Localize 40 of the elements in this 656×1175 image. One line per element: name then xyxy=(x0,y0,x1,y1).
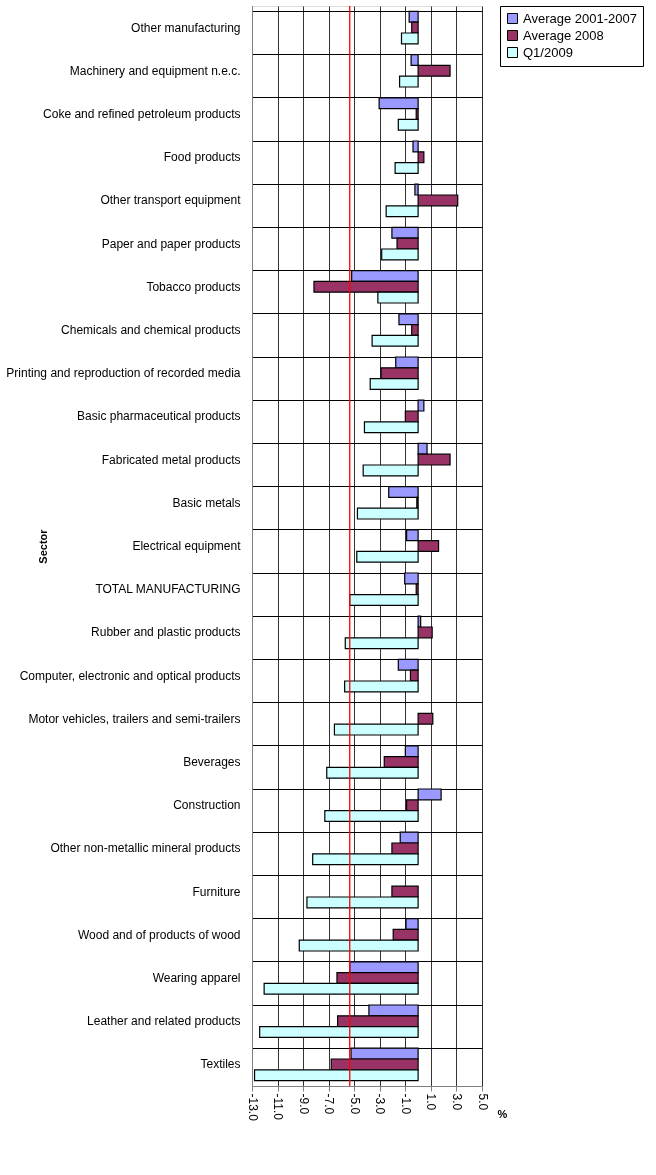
y-tick-label: Fabricated metal products xyxy=(101,452,241,467)
y-tick-label: Electrical equipment xyxy=(132,539,242,553)
y-tick-label: Basic metals xyxy=(172,495,241,510)
legend-label: Average 2008 xyxy=(523,27,604,43)
x-tick-label: -3.0 xyxy=(373,1093,388,1115)
y-tick-label: Other manufacturing xyxy=(131,20,241,35)
y-tick-label: Wood and of products of wood xyxy=(77,927,241,942)
y-tick-label: Wearing apparel xyxy=(152,971,241,985)
y-tick-label: Motor vehicles, trailers and semi-trailers xyxy=(28,711,241,726)
legend-label: Average 2001-2007 xyxy=(523,10,637,26)
x-tick-label: -9.0 xyxy=(296,1093,311,1115)
y-tick-label: Basic pharmaceutical products xyxy=(77,409,241,424)
y-tick-label: Construction xyxy=(173,798,241,813)
x-tick-label: -13.0 xyxy=(245,1093,260,1122)
y-tick-label: TOTAL MANUFACTURING xyxy=(95,582,241,597)
y-tick-label: Chemicals and chemical products xyxy=(61,323,241,337)
y-tick-label: Other transport equipment xyxy=(100,193,242,208)
x-tick-label: 1.0 xyxy=(424,1093,439,1111)
x-tick-label: 5.0 xyxy=(475,1093,490,1111)
x-tick-label: 3.0 xyxy=(449,1093,464,1111)
y-tick-label: Tobacco products xyxy=(146,279,241,294)
y-axis-title: Sector xyxy=(36,528,49,564)
x-tick-label: -1.0 xyxy=(398,1093,413,1115)
y-tick-label: Textiles xyxy=(200,1057,241,1072)
y-tick-label: Rubber and plastic products xyxy=(91,625,241,640)
y-tick-label: Computer, electronic and optical products xyxy=(19,668,241,683)
y-tick-label: Leather and related products xyxy=(87,1014,241,1029)
y-tick-label: Furniture xyxy=(192,884,241,899)
x-axis-title: % xyxy=(497,1107,508,1120)
y-tick-label: Other non-metallic mineral products xyxy=(50,841,241,856)
y-tick-label: Paper and paper products xyxy=(101,236,241,251)
legend-label: Q1/2009 xyxy=(523,44,573,60)
y-tick-label: Printing and reproduction of recorded media xyxy=(6,366,241,381)
y-tick-label: Machinery and equipment n.e.c. xyxy=(69,63,241,78)
x-tick-label: -11.0 xyxy=(271,1093,286,1121)
y-tick-label: Food products xyxy=(163,150,241,165)
x-tick-label: -5.0 xyxy=(347,1093,362,1115)
x-tick-label: -7.0 xyxy=(322,1093,337,1115)
y-tick-label: Coke and refined petroleum products xyxy=(43,107,241,121)
y-tick-label: Beverages xyxy=(183,755,241,769)
